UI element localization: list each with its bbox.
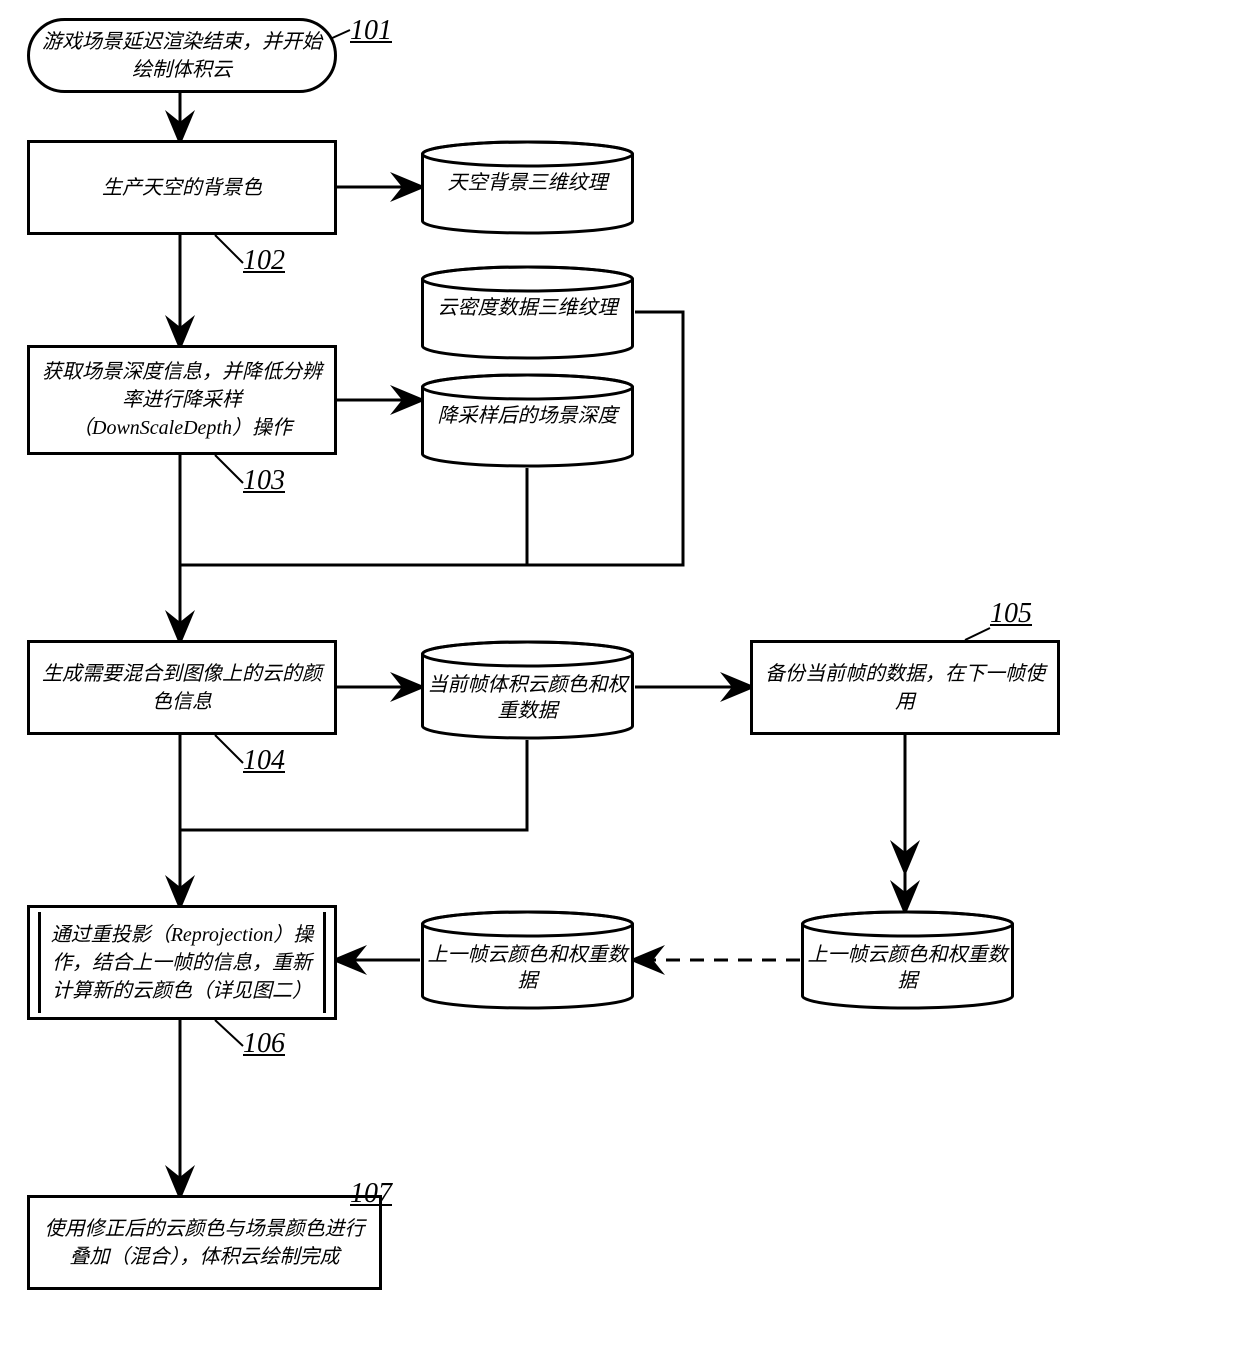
label-104: 104 [243, 745, 285, 777]
step-102-box: 生产天空的背景色 [27, 140, 337, 235]
label-107: 107 [350, 1178, 392, 1210]
step-107-box: 使用修正后的云颜色与场景颜色进行叠加（混合），体积云绘制完成 [27, 1195, 382, 1290]
step-107-text: 使用修正后的云颜色与场景颜色进行叠加（混合），体积云绘制完成 [42, 1215, 367, 1271]
cylinder-density: 云密度数据三维纹理 [420, 265, 635, 360]
step-104-box: 生成需要混合到图像上的云的颜色信息 [27, 640, 337, 735]
cylinder-skybg-text: 天空背景三维纹理 [448, 172, 608, 194]
label-106: 106 [243, 1028, 285, 1060]
cylinder-prev2-text: 上一帧云颜色和权重数据 [808, 944, 1008, 992]
cylinder-curframe-text: 当前帧体积云颜色和权重数据 [428, 674, 628, 722]
step-105-box: 备份当前帧的数据，在下一帧使用 [750, 640, 1060, 735]
cylinder-curframe: 当前帧体积云颜色和权重数据 [420, 640, 635, 740]
label-105: 105 [990, 598, 1032, 630]
step-106-text: 通过重投影（Reprojection）操作，结合上一帧的信息，重新计算新的云颜色… [49, 921, 315, 1005]
start-terminator: 游戏场景延迟渲染结束，并开始绘制体积云 [27, 18, 337, 93]
cylinder-prev1-text: 上一帧云颜色和权重数据 [428, 944, 628, 992]
start-text: 游戏场景延迟渲染结束，并开始绘制体积云 [42, 28, 322, 84]
label-101: 101 [350, 15, 392, 47]
step-106-box: 通过重投影（Reprojection）操作，结合上一帧的信息，重新计算新的云颜色… [27, 905, 337, 1020]
cylinder-depth: 降采样后的场景深度 [420, 373, 635, 468]
step-103-box: 获取场景深度信息，并降低分辨率进行降采样（DownScaleDepth）操作 [27, 345, 337, 455]
label-103: 103 [243, 465, 285, 497]
cylinder-skybg: 天空背景三维纹理 [420, 140, 635, 235]
step-105-text: 备份当前帧的数据，在下一帧使用 [765, 660, 1045, 716]
cylinder-depth-text: 降采样后的场景深度 [438, 405, 618, 427]
step-102-text: 生产天空的背景色 [102, 174, 262, 202]
step-103-text: 获取场景深度信息，并降低分辨率进行降采样（DownScaleDepth）操作 [42, 358, 322, 442]
label-102: 102 [243, 245, 285, 277]
cylinder-prev1: 上一帧云颜色和权重数据 [420, 910, 635, 1010]
cylinder-prev2: 上一帧云颜色和权重数据 [800, 910, 1015, 1010]
step-104-text: 生成需要混合到图像上的云的颜色信息 [42, 660, 322, 716]
cylinder-density-text: 云密度数据三维纹理 [438, 297, 618, 319]
